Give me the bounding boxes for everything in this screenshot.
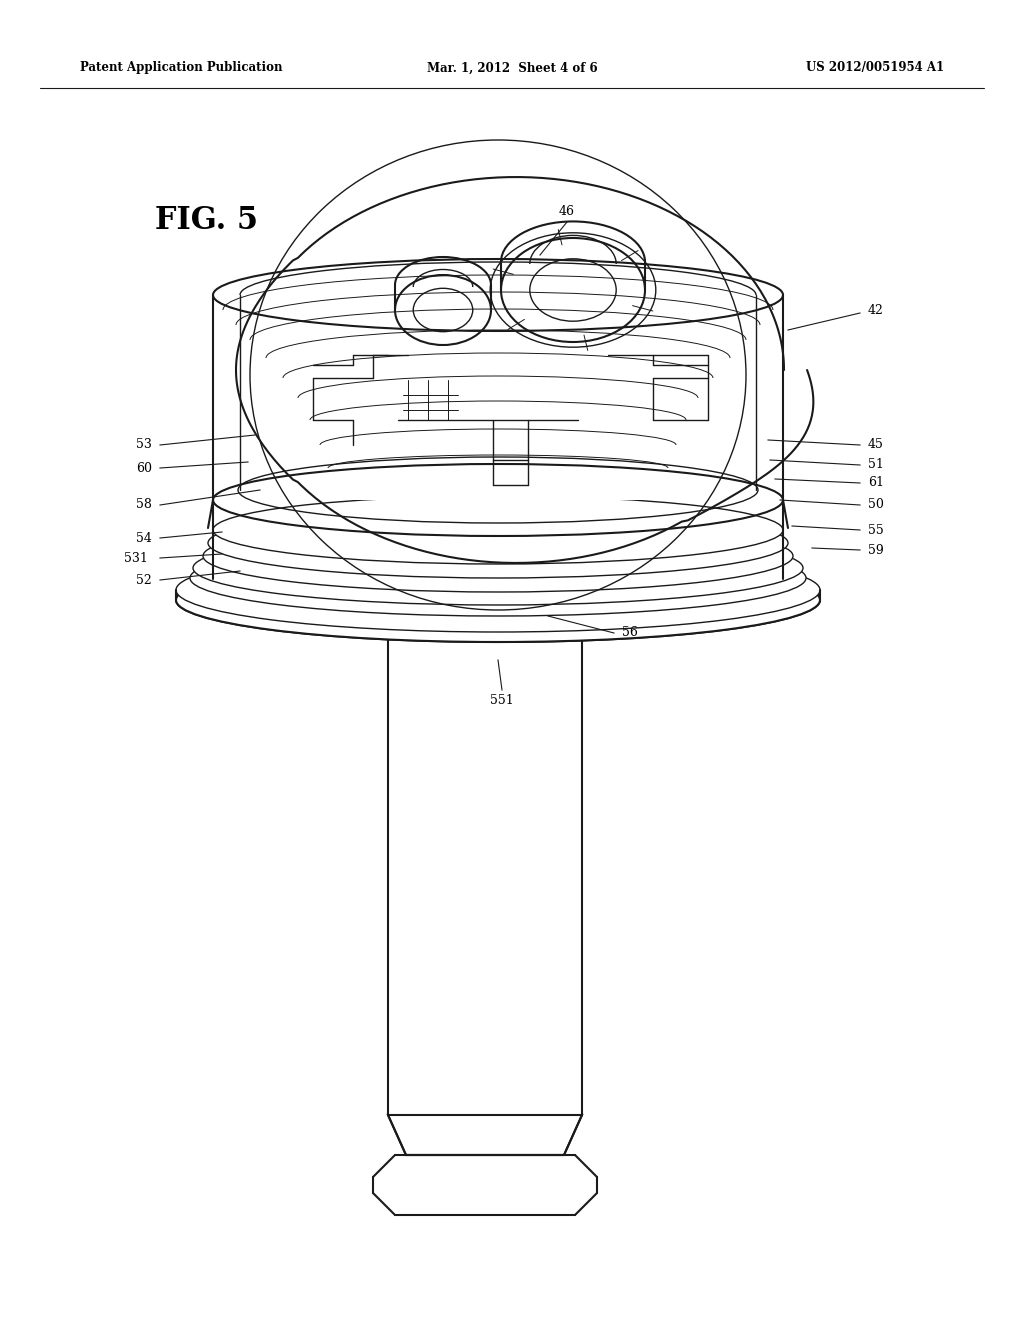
Ellipse shape bbox=[193, 531, 803, 605]
Text: 59: 59 bbox=[868, 544, 884, 557]
Text: Mar. 1, 2012  Sheet 4 of 6: Mar. 1, 2012 Sheet 4 of 6 bbox=[427, 62, 597, 74]
Text: 56: 56 bbox=[622, 627, 638, 639]
Text: 52: 52 bbox=[136, 573, 152, 586]
Ellipse shape bbox=[203, 520, 793, 591]
Ellipse shape bbox=[208, 508, 788, 578]
Polygon shape bbox=[388, 1115, 582, 1155]
Text: 46: 46 bbox=[559, 205, 575, 218]
Text: 54: 54 bbox=[136, 532, 152, 544]
Ellipse shape bbox=[176, 558, 820, 642]
Text: 50: 50 bbox=[868, 499, 884, 511]
Text: FIG. 5: FIG. 5 bbox=[155, 205, 258, 236]
Text: 45: 45 bbox=[868, 438, 884, 451]
Text: 58: 58 bbox=[136, 499, 152, 511]
Text: Patent Application Publication: Patent Application Publication bbox=[80, 62, 283, 74]
Text: 61: 61 bbox=[868, 477, 884, 490]
Text: 51: 51 bbox=[868, 458, 884, 471]
Ellipse shape bbox=[190, 540, 806, 616]
Text: 531: 531 bbox=[124, 552, 148, 565]
Text: 53: 53 bbox=[136, 438, 152, 451]
Text: US 2012/0051954 A1: US 2012/0051954 A1 bbox=[806, 62, 944, 74]
Text: 55: 55 bbox=[868, 524, 884, 536]
Polygon shape bbox=[213, 290, 783, 500]
Ellipse shape bbox=[176, 558, 820, 642]
Text: 60: 60 bbox=[136, 462, 152, 474]
Ellipse shape bbox=[176, 548, 820, 632]
Text: 42: 42 bbox=[868, 304, 884, 317]
Ellipse shape bbox=[213, 496, 783, 564]
Text: 551: 551 bbox=[490, 694, 514, 708]
